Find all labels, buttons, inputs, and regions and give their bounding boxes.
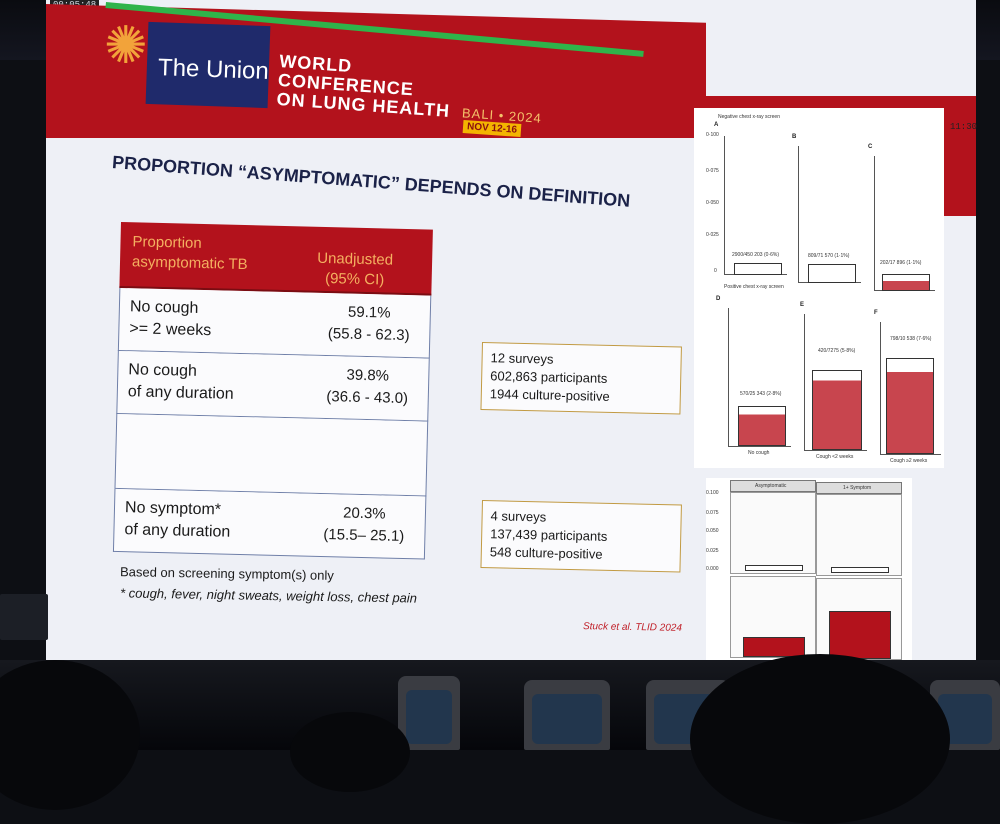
ytick: 0.025 — [706, 548, 719, 554]
survey-box-symptom: 4 surveys 137,439 participants 548 culture… — [480, 500, 682, 573]
facet-header-symptom: 1+ Symptom — [816, 482, 902, 494]
table-row: No cough of any duration 39.8% (36.6 - 43.… — [116, 350, 430, 422]
header-proportion: Proportion asymptomatic TB — [131, 233, 248, 274]
panel-axis — [728, 308, 791, 447]
logo-text: The Union — [157, 54, 270, 85]
panel-axis — [880, 322, 941, 455]
facet-panel — [816, 578, 902, 660]
ytick: 0·075 — [706, 168, 719, 174]
facet-panel — [816, 494, 902, 576]
bar — [808, 264, 856, 283]
table-row: No cough >= 2 weeks 59.1% (55.8 - 62.3) — [117, 287, 432, 359]
clock: 11:30 — [950, 122, 978, 132]
citation: Stuck et al. TLID 2024 — [582, 621, 683, 634]
bar — [734, 263, 782, 275]
category-label: Cough <2 weeks — [816, 454, 854, 460]
bar-label: 202/17 896 (1·1%) — [880, 260, 922, 266]
audience-head — [290, 712, 410, 792]
bar-label: 420/7275 (5·8%) — [818, 348, 856, 354]
bar — [812, 370, 862, 450]
bar-label: 2900/450 203 (0·6%) — [732, 252, 779, 258]
category-label: No cough — [748, 450, 770, 456]
panel-axis — [798, 146, 861, 283]
header-unadjusted: Unadjusted (95% CI) — [317, 249, 394, 289]
asymptomatic-table: Proportion asymptomatic TB Unadjusted (9… — [112, 222, 433, 560]
ytick: 0·100 — [706, 132, 719, 138]
bar — [743, 637, 805, 657]
ytick: 0·025 — [706, 232, 719, 238]
bar — [831, 567, 889, 573]
bar-label: 570/25 343 (2·8%) — [740, 391, 782, 397]
ytick: 0.050 — [706, 528, 719, 534]
union-flower-icon: ✺ — [104, 17, 148, 75]
panel-axis — [804, 314, 867, 451]
podium-monitor — [0, 594, 48, 640]
figure-title-negative: Negative chest x-ray screen — [718, 114, 780, 120]
ytick: 0·050 — [706, 200, 719, 206]
facet-panel — [730, 492, 816, 574]
ytick: 0.075 — [706, 510, 719, 516]
bar — [738, 406, 786, 446]
ytick: 0 — [714, 268, 717, 274]
facet-header-asymptomatic: Asymptomatic — [730, 480, 816, 492]
table-header: Proportion asymptomatic TB Unadjusted (9… — [119, 222, 433, 296]
bar — [829, 611, 891, 659]
panel-letter: C — [868, 144, 873, 150]
bar-label: 809/71 570 (1·1%) — [808, 253, 850, 259]
ytick: 0.000 — [706, 566, 719, 572]
panel-letter: E — [800, 302, 805, 308]
panel-letter: B — [792, 134, 797, 140]
stage-chair — [398, 676, 460, 750]
chest-xray-figure: Negative chest x-ray screen Positive che… — [694, 108, 944, 468]
panel-axis — [874, 156, 935, 291]
panel-letter: A — [714, 122, 719, 128]
panel-letter: F — [874, 310, 878, 316]
table-row: No symptom* of any duration 20.3% (15.5– 2… — [112, 488, 427, 560]
survey-box-cough: 12 surveys 602,863 participants 1944 cultu… — [480, 342, 682, 415]
ytick: 0.100 — [706, 490, 719, 496]
bar — [882, 274, 930, 291]
bar — [745, 565, 803, 571]
symptom-figure: 0.100 0.075 0.050 0.025 0.000 Asymptomat… — [706, 478, 912, 664]
figure-title-positive: Positive chest x-ray screen — [724, 284, 784, 290]
panel-letter: D — [716, 296, 721, 302]
conference-name: WORLD CONFERENCE ON LUNG HEALTH — [276, 51, 451, 121]
bar — [886, 358, 934, 454]
facet-panel — [730, 576, 816, 658]
table-row-empty — [114, 413, 429, 497]
bar-label: 798/10 538 (7·6%) — [890, 336, 932, 342]
audience-head — [690, 654, 950, 824]
stage-chair — [524, 680, 610, 750]
category-label: Cough ≥2 weeks — [890, 458, 928, 464]
